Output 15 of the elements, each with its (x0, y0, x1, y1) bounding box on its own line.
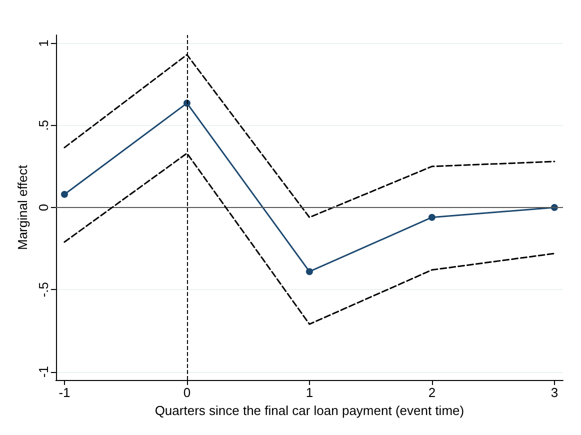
point (306, 268, 313, 276)
x-tick-label: -1 (58, 385, 70, 400)
x-tick-label: 2 (428, 385, 436, 400)
y-tick-label: 1 (36, 40, 51, 47)
y-axis-title: Marginal effect (15, 164, 30, 250)
x-axis-title: Quarters since the final car loan payment (event time) (154, 402, 464, 418)
x-tick-label: 3 (550, 385, 558, 400)
point (60, 190, 68, 198)
y-tick-label: 0 (36, 204, 51, 212)
x-tick-label: 0 (183, 385, 191, 400)
y-tick-label: -1 (36, 366, 51, 378)
y-tick-label: -.5 (36, 282, 51, 298)
point (428, 214, 436, 221)
y-tick-label: .5 (36, 120, 51, 131)
x-tick-label: 1 (306, 385, 314, 400)
